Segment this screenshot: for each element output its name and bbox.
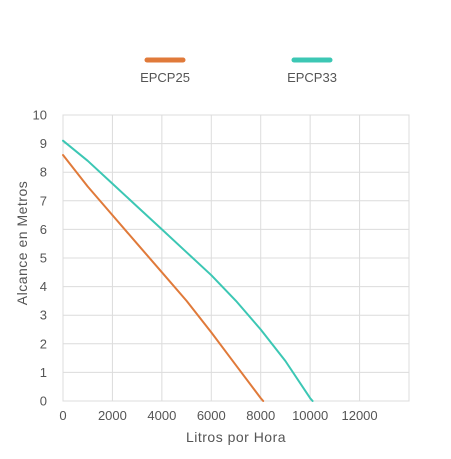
y-tick-label: 3 xyxy=(40,308,47,323)
y-tick-label: 0 xyxy=(40,394,47,409)
y-tick-label: 2 xyxy=(40,336,47,351)
series-layer xyxy=(62,139,314,402)
y-tick-label: 9 xyxy=(40,136,47,151)
x-tick-label: 0 xyxy=(59,408,66,423)
x-tick-label: 12000 xyxy=(341,408,377,423)
x-tick-label: 4000 xyxy=(147,408,176,423)
series-line-epcp25 xyxy=(62,154,265,402)
x-tick-label: 10000 xyxy=(292,408,328,423)
y-tick-label: 5 xyxy=(40,251,47,266)
y-tick-label: 4 xyxy=(40,279,47,294)
y-axis: 0 1 2 3 4 5 6 7 8 9 10 xyxy=(33,108,47,409)
x-tick-label: 6000 xyxy=(197,408,226,423)
x-tick-label: 8000 xyxy=(246,408,275,423)
y-tick-label: 7 xyxy=(40,193,47,208)
y-tick-label: 10 xyxy=(33,108,47,123)
y-axis-title: Alcance en Metros xyxy=(14,181,30,305)
legend-label: EPCP25 xyxy=(140,70,190,85)
legend-label: EPCP33 xyxy=(287,70,337,85)
x-axis: 0 2000 4000 6000 8000 10000 12000 xyxy=(59,408,377,423)
y-tick-label: 8 xyxy=(40,165,47,180)
series-line-epcp33 xyxy=(62,139,314,402)
x-tick-label: 2000 xyxy=(98,408,127,423)
y-tick-label: 1 xyxy=(40,365,47,380)
chart-legend: EPCP25 EPCP33 xyxy=(140,57,337,85)
y-tick-label: 6 xyxy=(40,222,47,237)
x-axis-title: Litros por Hora xyxy=(186,429,286,445)
chart-grid xyxy=(62,114,410,402)
